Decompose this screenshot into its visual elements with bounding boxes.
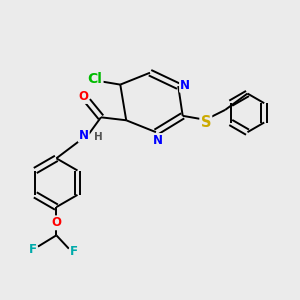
Text: N: N xyxy=(79,129,89,142)
Text: F: F xyxy=(28,243,37,256)
Text: N: N xyxy=(152,134,162,147)
Text: O: O xyxy=(51,216,62,229)
Text: Cl: Cl xyxy=(88,72,103,86)
Text: S: S xyxy=(201,115,211,130)
Text: H: H xyxy=(94,132,102,142)
Text: N: N xyxy=(180,79,190,92)
Text: F: F xyxy=(70,245,78,258)
Text: O: O xyxy=(78,90,88,103)
